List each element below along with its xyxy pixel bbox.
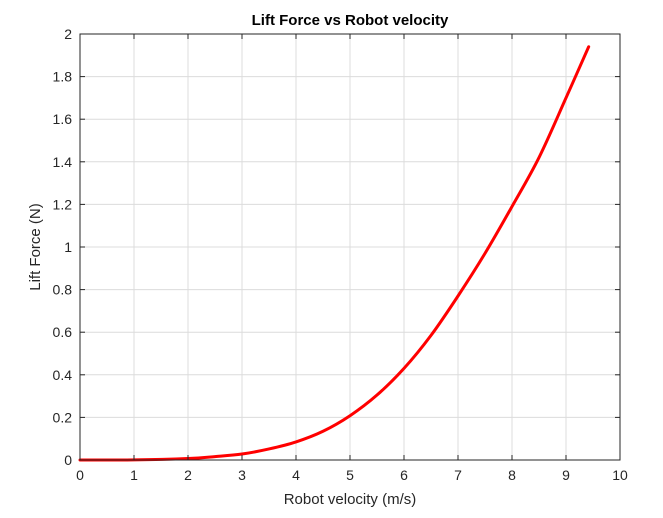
x-tick-label: 1	[130, 467, 138, 483]
x-tick-label: 5	[346, 467, 354, 483]
y-tick-label: 0.2	[53, 409, 73, 425]
y-tick-label: 1.2	[53, 196, 73, 212]
y-tick-label: 1.8	[53, 69, 73, 85]
x-tick-label: 7	[454, 467, 462, 483]
x-tick-label: 10	[612, 467, 628, 483]
y-tick-label: 1.6	[53, 111, 73, 127]
series-layer	[78, 45, 591, 462]
x-tick-label: 8	[508, 467, 516, 483]
y-axis-label: Lift Force (N)	[27, 203, 44, 291]
y-tick-label: 1.4	[53, 154, 73, 170]
y-tick-label: 0.6	[53, 324, 73, 340]
y-tick-label: 2	[64, 26, 72, 42]
y-tick-label: 0.8	[53, 282, 73, 298]
y-tick-label: 0	[64, 452, 72, 468]
series-line	[78, 45, 591, 462]
x-tick-label: 0	[76, 467, 84, 483]
x-tick-label: 3	[238, 467, 246, 483]
x-tick-label: 4	[292, 467, 300, 483]
x-tick-label: 9	[562, 467, 570, 483]
x-axis-label: Robot velocity (m/s)	[284, 491, 417, 508]
x-tick-label: 2	[184, 467, 192, 483]
y-tick-label: 0.4	[53, 367, 73, 383]
y-tick-label: 1	[64, 239, 72, 255]
ticks: 0 1 2 3 4 5 6 7 8 9 10 0 0.2 0.4 0.6 0.8 1 1.2 1.4 1.6 1.8 2	[53, 26, 628, 483]
chart-title: Lift Force vs Robot velocity	[252, 12, 449, 29]
x-tick-label: 6	[400, 467, 408, 483]
